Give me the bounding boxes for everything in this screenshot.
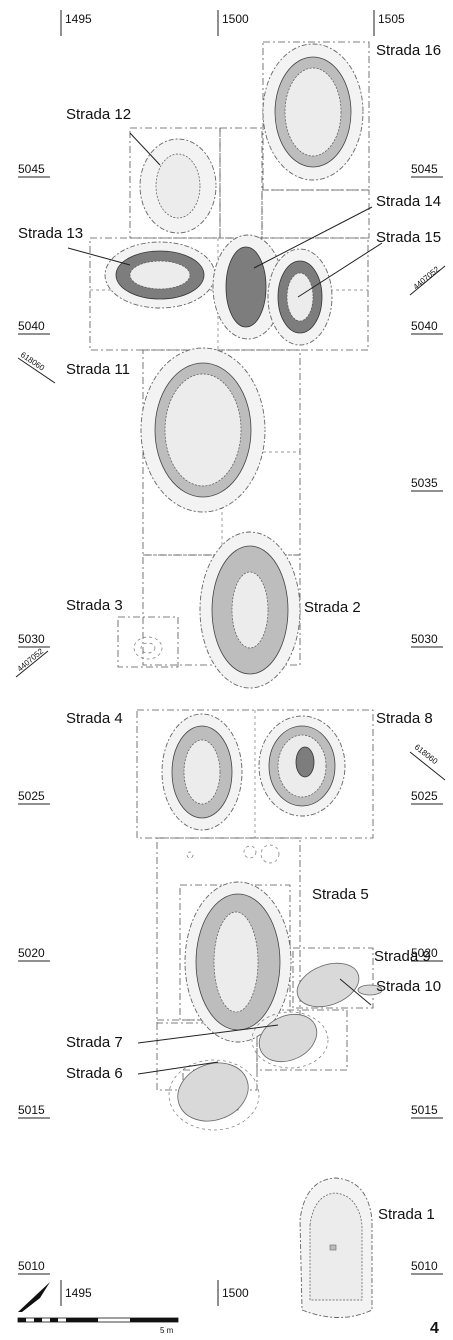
x-top-1500: 1500: [222, 12, 249, 26]
north-arrow-icon: [18, 1282, 50, 1312]
y-right-5020: 5020: [411, 946, 438, 960]
y-axis-left: 5045 5040 5030 5025 5020 5015 5010: [18, 162, 50, 1275]
y-right-5015: 5015: [411, 1103, 438, 1117]
x-axis-top: 1495 1500 1505: [60, 10, 405, 36]
label-strada-12: Strada 12: [66, 106, 131, 123]
label-strada-15: Strada 15: [376, 229, 441, 246]
feature-strada-6: [168, 1059, 260, 1131]
y-left-5045: 5045: [18, 162, 45, 176]
y-left-5030: 5030: [18, 632, 45, 646]
feature-strada-16: [262, 43, 364, 181]
y-right-5030: 5030: [411, 632, 438, 646]
feature-strada-8: [258, 715, 346, 817]
label-strada-1: Strada 1: [378, 1206, 435, 1223]
x-axis-bottom: 1495 1500: [60, 1280, 249, 1306]
x-bottom-1495: 1495: [65, 1286, 92, 1300]
feature-strada-5: [184, 881, 292, 1043]
label-strada-14: Strada 14: [376, 193, 441, 210]
feature-labels: Strada 16 Strada 12 Strada 14 Strada 13 …: [18, 42, 441, 1223]
y-right-5025: 5025: [411, 789, 438, 803]
feature-strada-7: [251, 1011, 329, 1069]
y-left-5020: 5020: [18, 946, 45, 960]
survey-marks: 618060 4407052 4407052 618060: [16, 264, 446, 781]
survey-mark-4407052-right: 4407052: [412, 264, 442, 291]
feature-strada-4: [161, 713, 243, 831]
leader-lines: [67, 132, 383, 1075]
label-strada-13: Strada 13: [18, 225, 83, 242]
label-strada-11: Strada 11: [66, 361, 130, 378]
survey-mark-618060-right: 618060: [413, 742, 440, 766]
y-right-5035: 5035: [411, 476, 438, 490]
small-pits: [186, 844, 280, 864]
label-strada-2: Strada 2: [304, 599, 361, 616]
x-top-1505: 1505: [378, 12, 405, 26]
feature-strada-2: [199, 531, 301, 689]
y-left-5015: 5015: [18, 1103, 45, 1117]
label-strada-3: Strada 3: [66, 597, 123, 614]
scale-bar-label: 5 m: [160, 1326, 174, 1335]
y-right-5045: 5045: [411, 162, 438, 176]
survey-mark-4407052-left: 4407052: [16, 646, 46, 673]
feature-strada-13: [104, 241, 216, 309]
figure-number: 4: [430, 1320, 439, 1337]
label-strada-16: Strada 16: [376, 42, 441, 59]
y-right-5010: 5010: [411, 1259, 438, 1273]
label-strada-5: Strada 5: [312, 886, 369, 903]
label-strada-10: Strada 10: [376, 978, 441, 995]
label-strada-7: Strada 7: [66, 1034, 123, 1051]
x-top-1495: 1495: [65, 12, 92, 26]
x-bottom-1500: 1500: [222, 1286, 249, 1300]
feature-strada-9: [296, 962, 360, 1008]
y-left-5025: 5025: [18, 789, 45, 803]
label-strada-8: Strada 8: [376, 710, 433, 727]
feature-strada-10: [357, 984, 383, 996]
scale-bar: 5 m: [17, 1317, 179, 1335]
y-axis-right: 5045 5040 5035 5030 5025 5020 5015 5010: [411, 162, 443, 1275]
y-right-5040: 5040: [411, 319, 438, 333]
feature-strada-15: [267, 248, 333, 346]
y-left-5040: 5040: [18, 319, 45, 333]
y-left-5010: 5010: [18, 1259, 45, 1273]
label-strada-6: Strada 6: [66, 1065, 123, 1082]
feature-strada-11: [140, 347, 266, 513]
feature-strada-3: [133, 636, 163, 660]
feature-strada-1: [299, 1177, 373, 1318]
feature-strada-12: [139, 138, 217, 234]
label-strada-4: Strada 4: [66, 710, 123, 727]
